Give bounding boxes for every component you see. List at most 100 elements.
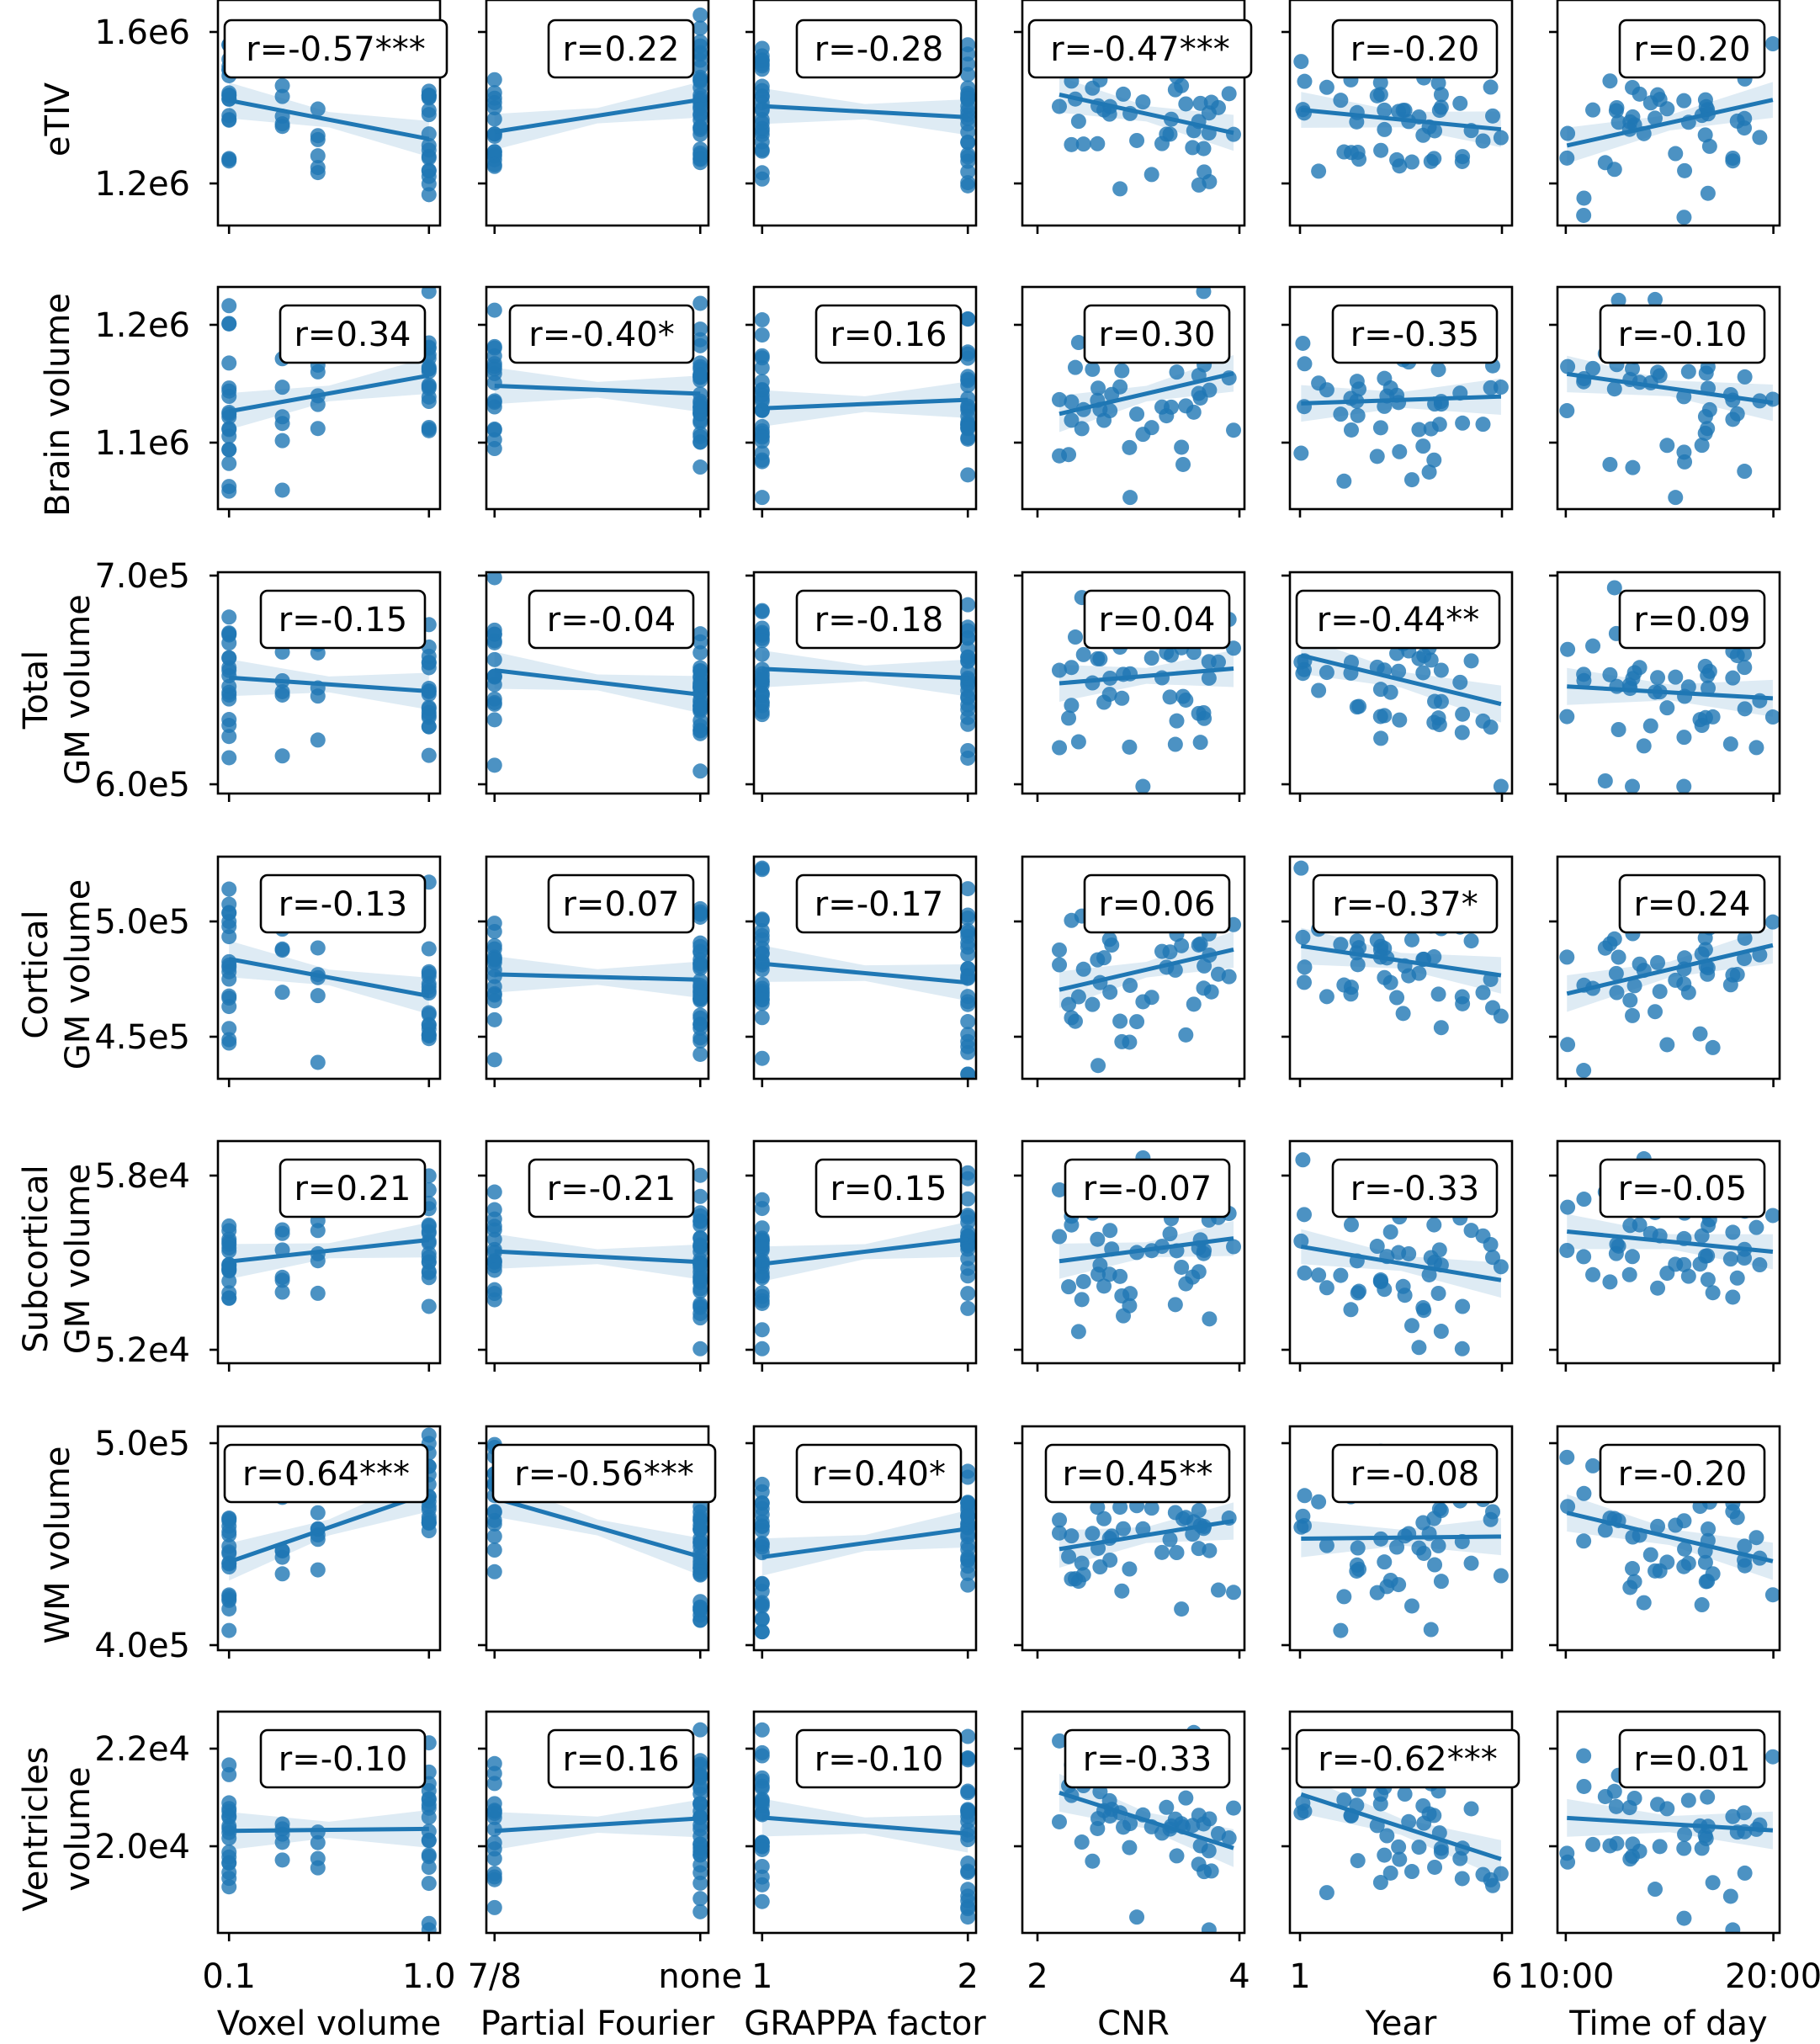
data-point (1333, 1267, 1349, 1283)
panel-frame (1021, 855, 1246, 1080)
data-point (310, 1834, 326, 1850)
data-point (960, 670, 976, 686)
correlation-box (1312, 873, 1499, 934)
data-point (692, 1903, 708, 1919)
regression-line (1059, 1791, 1234, 1850)
data-point (1433, 87, 1449, 103)
data-point (1676, 1840, 1692, 1856)
data-point (960, 922, 976, 938)
data-point (1392, 443, 1408, 459)
data-point (1052, 1229, 1068, 1245)
data-point (1162, 944, 1178, 960)
data-point (1397, 103, 1413, 119)
data-point (1729, 1510, 1745, 1526)
data-point (1659, 1554, 1675, 1570)
data-point (1349, 699, 1365, 715)
data-point (960, 1027, 976, 1043)
regression-line (1059, 666, 1234, 686)
data-point (692, 1778, 708, 1794)
panel-frame (216, 1710, 442, 1935)
data-point (274, 941, 290, 957)
data-point (1725, 1922, 1741, 1933)
data-point (1350, 957, 1366, 973)
data-point (1178, 692, 1194, 708)
data-point (1221, 1830, 1237, 1846)
correlation-label: r=0.16 (562, 1740, 679, 1779)
data-point (1090, 1266, 1106, 1282)
panel-r5-c5: r=-0.20 (1549, 1425, 1781, 1659)
correlation-label: r=-0.21 (547, 1170, 676, 1208)
correlation-box (1618, 589, 1766, 650)
data-point (1648, 291, 1663, 307)
data-point (1129, 1909, 1145, 1925)
data-point (1061, 710, 1077, 726)
data-point (692, 151, 708, 167)
data-point (1090, 135, 1106, 151)
panel-frame (1021, 571, 1246, 795)
data-point (421, 1501, 437, 1517)
data-point (1764, 36, 1780, 52)
panel-frame (1556, 1139, 1781, 1365)
data-point (274, 119, 290, 135)
correlation-label: r=0.20 (1633, 30, 1750, 69)
data-point (1064, 412, 1080, 428)
data-point (1135, 94, 1151, 110)
panel-r4-c3: r=-0.07 (1014, 1139, 1246, 1372)
data-point (1680, 679, 1696, 695)
data-point (421, 1512, 437, 1528)
col-5-xtick-label-1: 20:00 (1725, 1957, 1820, 1996)
panel-frame (1021, 285, 1246, 511)
data-point (1202, 1311, 1218, 1327)
data-point (1493, 1866, 1509, 1882)
data-point (692, 1534, 708, 1550)
data-point (310, 1285, 326, 1301)
correlation-box (1331, 1443, 1499, 1504)
data-point (1636, 738, 1652, 754)
data-point (1143, 1500, 1159, 1516)
data-point (1452, 95, 1468, 111)
correlation-label: r=-0.56*** (514, 1455, 693, 1494)
data-point (486, 1011, 502, 1027)
data-point (1191, 937, 1207, 953)
data-point (1659, 438, 1675, 454)
data-point (960, 1495, 976, 1510)
data-point (1700, 421, 1716, 437)
data-point (421, 747, 437, 763)
data-point (1178, 1790, 1194, 1806)
correlation-label: r=0.04 (1098, 601, 1215, 640)
panel-frame (216, 855, 442, 1080)
data-point (1226, 1239, 1242, 1255)
data-point (1701, 138, 1717, 154)
data-point (1559, 150, 1575, 166)
data-point (1167, 962, 1183, 978)
regression-line (1566, 98, 1774, 148)
data-point (421, 1298, 437, 1314)
correlation-label: r=0.24 (1633, 885, 1750, 924)
data-point (1191, 385, 1207, 401)
correlation-label: r=0.09 (1633, 601, 1750, 640)
data-point (1411, 1840, 1427, 1856)
data-point (1114, 1583, 1130, 1599)
data-point (1454, 1871, 1470, 1887)
data-point (754, 327, 770, 343)
data-point (1652, 984, 1668, 1000)
data-point (1648, 110, 1663, 126)
col-1-xtick-label-0: 7/8 (468, 1957, 522, 1996)
data-point (754, 646, 770, 662)
data-point (754, 911, 770, 927)
data-point (310, 988, 326, 1004)
data-point (1392, 1851, 1408, 1867)
correlation-box (547, 873, 695, 934)
data-point (1659, 700, 1675, 716)
data-point (960, 1808, 976, 1824)
data-point (1372, 1875, 1388, 1891)
data-point (692, 459, 708, 475)
correlation-label: r=-0.13 (279, 885, 407, 924)
correlation-box (279, 1158, 427, 1218)
data-point (1112, 1013, 1128, 1029)
data-point (1610, 292, 1626, 308)
data-point (1392, 158, 1408, 174)
data-point (1382, 380, 1398, 396)
data-point (692, 1341, 708, 1356)
data-point (1391, 1839, 1407, 1855)
